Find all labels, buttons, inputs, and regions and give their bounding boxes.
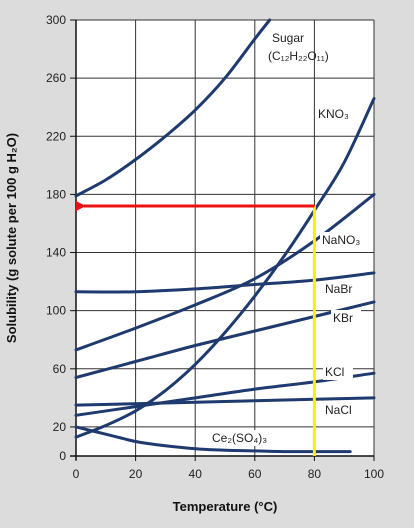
series-line — [74, 18, 272, 198]
x-tick-label: 100 — [364, 467, 384, 481]
series-label: KCl — [325, 365, 344, 379]
y-tick-label: 0 — [59, 449, 66, 463]
series-label-bg — [323, 402, 361, 418]
series-label-bg — [320, 232, 366, 248]
y-tick-label: 220 — [46, 129, 66, 143]
y-tick-label: 60 — [53, 362, 67, 376]
series-label-bg — [323, 364, 353, 380]
x-tick-label: 60 — [248, 467, 262, 481]
x-axis-title: Temperature (°C) — [173, 499, 278, 514]
series-line — [74, 396, 376, 407]
series-label-bg — [210, 430, 288, 446]
series-label: KBr — [333, 311, 353, 325]
y-tick-label: 180 — [46, 187, 66, 201]
x-tick-label: 20 — [129, 467, 143, 481]
y-axis-title: Solubility (g solute per 100 g H₂O) — [4, 133, 19, 343]
y-tick-label: 260 — [46, 71, 66, 85]
axes: 0 20 40 60 80 100 0 20 60 100 140 180 220 260 300 — [46, 13, 384, 481]
series-label-bg — [323, 281, 361, 297]
series-line — [74, 425, 352, 454]
x-tick-label: 0 — [73, 467, 80, 481]
y-tick-label: 20 — [53, 420, 67, 434]
series-line — [74, 300, 376, 379]
series-label-bg — [316, 106, 354, 122]
series-label-formula: (C₁₂H₂₂O₁₁) — [268, 49, 329, 63]
series-line — [74, 271, 376, 294]
series-label: Sugar — [272, 31, 304, 45]
annotation-layer — [76, 201, 316, 456]
grid — [75, 19, 375, 457]
series-line — [74, 97, 376, 439]
y-tick-label: 100 — [46, 304, 66, 318]
series-label: NaBr — [325, 282, 352, 296]
series-label: Ce₂(SO₄)₃ — [212, 431, 267, 445]
labels-layer: Sugar (C₁₂H₂₂O₁₁) KNO₃ NaNO₃ NaBr KBr KCl NaCl C… — [210, 31, 366, 446]
x-tick-label: 40 — [189, 467, 203, 481]
series-line — [74, 371, 376, 417]
series-label: NaCl — [325, 403, 352, 417]
series-label-bg — [331, 310, 361, 326]
y-tick-label: 300 — [46, 13, 66, 27]
series-label: KNO₃ — [318, 107, 349, 121]
x-tick-label: 80 — [308, 467, 322, 481]
series-label: NaNO₃ — [322, 233, 360, 247]
y-tick-label: 140 — [46, 246, 66, 260]
